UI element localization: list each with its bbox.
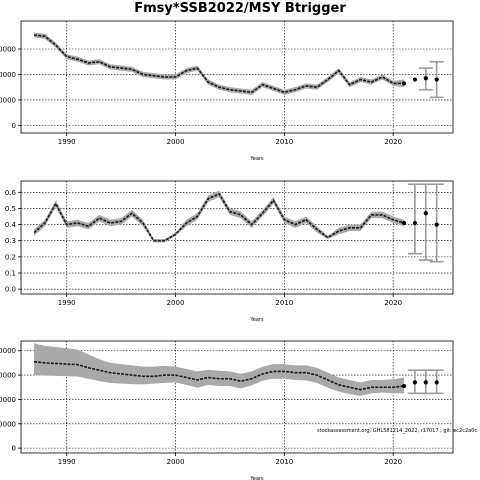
y-tick-label: 0.0 — [5, 286, 16, 294]
x-axis-label: Years — [249, 317, 264, 323]
y-tick-label: 0 — [12, 445, 16, 453]
forecast-point — [401, 383, 407, 389]
x-axis-label: Years — [249, 156, 264, 162]
axis-frame — [20, 180, 454, 295]
y-tick-label: 0.2 — [5, 253, 16, 261]
confidence-band — [34, 190, 405, 243]
y-tick-label: 0000 — [0, 420, 16, 428]
y-tick-label: 0000 — [0, 396, 16, 404]
forecast-point — [434, 77, 439, 82]
axis-frame — [20, 340, 454, 454]
x-tick-label: 2000 — [167, 458, 185, 466]
x-tick-label: 1990 — [58, 458, 76, 466]
forecast-point — [423, 76, 428, 81]
forecast-point — [412, 77, 418, 82]
y-tick-label: 0000 — [0, 71, 16, 79]
x-axis-label: Years — [249, 476, 264, 480]
x-tick-label: 2010 — [275, 138, 293, 146]
chart-title: Fmsy*SSB2022/MSY Btrigger — [134, 1, 346, 16]
x-tick-label: 2020 — [384, 458, 402, 466]
forecast-point — [401, 81, 407, 86]
axis-frame — [20, 20, 454, 134]
forecast-point — [434, 222, 439, 227]
x-tick-label: 1990 — [58, 299, 76, 307]
y-tick-label: 0.5 — [5, 205, 16, 213]
y-tick-label: 0000 — [0, 46, 16, 54]
forecast-point — [401, 220, 407, 226]
y-tick-label: 0000 — [0, 347, 16, 355]
y-tick-label: 0000 — [0, 96, 16, 104]
forecast-point — [412, 220, 418, 226]
forecast-point — [434, 380, 439, 385]
x-tick-label: 2010 — [275, 458, 293, 466]
x-tick-label: 2000 — [167, 138, 185, 146]
forecast-point — [423, 211, 428, 216]
y-tick-label: 0.3 — [5, 237, 16, 245]
x-tick-label: 2000 — [167, 299, 185, 307]
estimate-line — [33, 192, 405, 242]
forecast-point — [412, 380, 418, 385]
panel-2: 1990 2000 2010 2020 0.0 0.1 0.2 0.3 0.4 0.5 0.6 Yea… — [5, 180, 454, 323]
credit-text: stockassessment.org, GHL581214_2022, r17… — [317, 428, 477, 434]
x-tick-label: 1990 — [58, 138, 76, 146]
confidence-band — [34, 343, 405, 396]
y-tick-label: 0.4 — [5, 221, 17, 229]
y-tick-label: 0 — [12, 122, 16, 130]
estimate-line — [33, 34, 405, 94]
forecast-point — [423, 380, 428, 385]
y-tick-label: 0.6 — [5, 189, 17, 197]
x-tick-label: 2020 — [384, 138, 402, 146]
y-tick-label: 0.1 — [5, 270, 16, 278]
y-tick-label: 0000 — [0, 372, 16, 380]
confidence-band — [34, 32, 405, 95]
x-tick-label: 2020 — [384, 299, 402, 307]
x-tick-label: 2010 — [275, 299, 293, 307]
estimate-line — [33, 360, 405, 391]
